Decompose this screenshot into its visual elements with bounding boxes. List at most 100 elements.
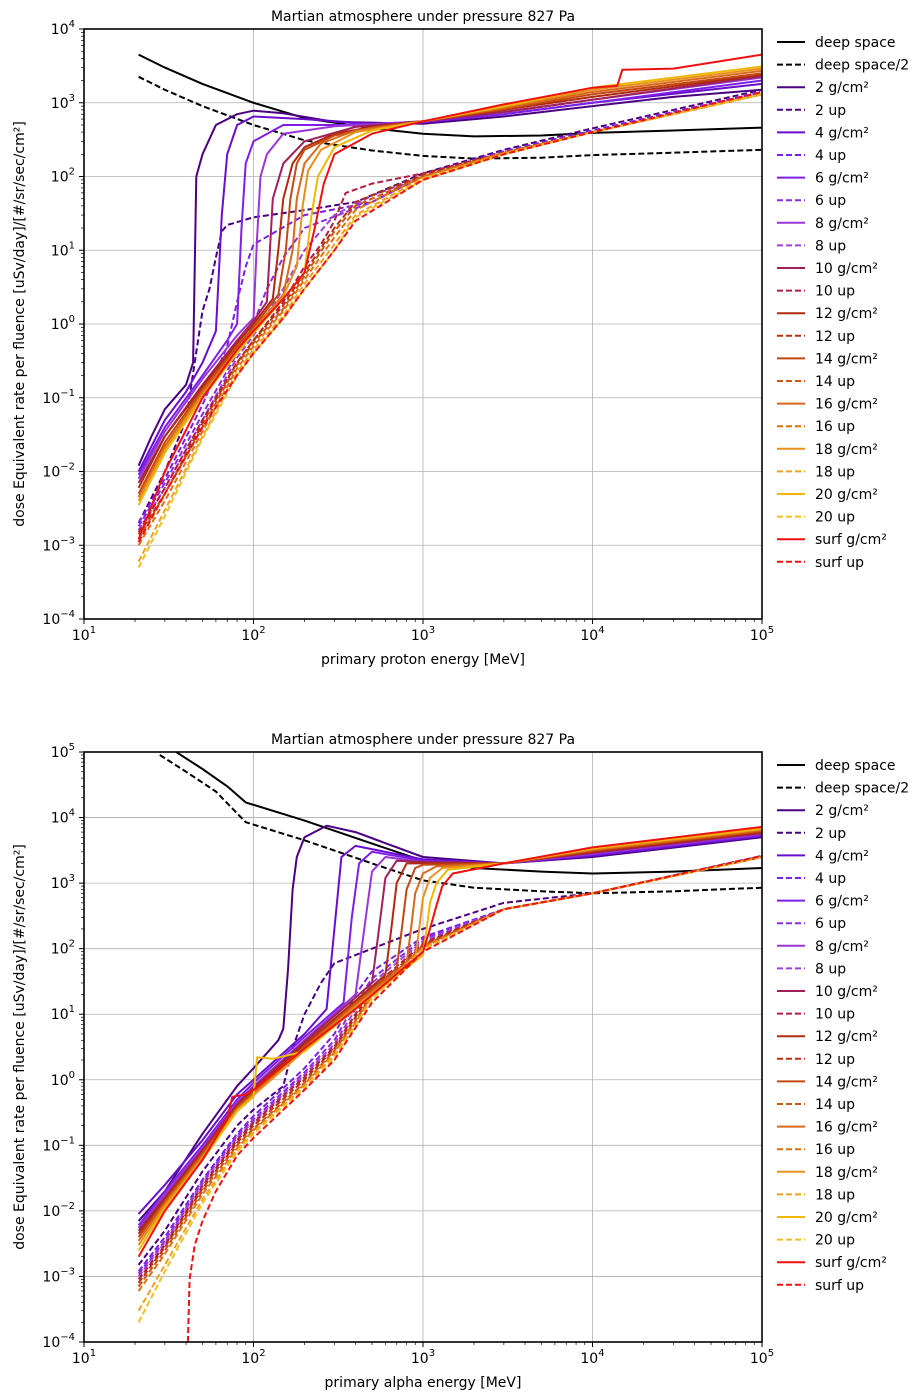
series-line-deep-space (175, 752, 762, 875)
series-line-10-g-cm- (137, 832, 762, 1232)
series-line-surf-up (137, 91, 762, 543)
legend-label: deep space (815, 35, 896, 51)
series-line-2-up (137, 88, 762, 524)
series-line-8-up (137, 856, 762, 1278)
y-tick-label: 10−1 (42, 388, 75, 407)
chart-title: Martian atmosphere under pressure 827 Pa (271, 9, 575, 25)
series-line-4-up (137, 856, 762, 1272)
legend-label: deep space (815, 758, 896, 774)
legend-label: 8 g/cm² (815, 939, 869, 955)
series-line-8-up (137, 93, 762, 531)
series-line-20-up (137, 856, 762, 1323)
series-line-2-g-cm- (137, 88, 762, 467)
legend-label: 20 g/cm² (815, 1210, 878, 1226)
legend-label: 2 g/cm² (815, 80, 869, 96)
series-line-16-up (137, 93, 762, 546)
series-line-4-g-cm- (137, 835, 762, 1215)
legend-label: 20 g/cm² (815, 487, 878, 503)
legend-label: 14 up (815, 1097, 855, 1113)
x-tick-label: 105 (750, 625, 774, 644)
y-tick-label: 10−4 (42, 1332, 75, 1351)
x-tick-label: 102 (241, 1348, 265, 1367)
x-tick-label: 104 (580, 625, 604, 644)
legend-label: 2 g/cm² (815, 803, 869, 819)
series-line-6-up (137, 93, 762, 527)
legend-label: 2 up (815, 826, 846, 842)
series-line-surf-g-cm- (137, 53, 762, 540)
legend: deep space deep space/2 2 g/cm² 2 up 4 g/cm²… (777, 35, 909, 571)
y-axis-label: dose Equivalent rate per fluence [uSv/da… (12, 844, 28, 1250)
legend-label: 12 g/cm² (815, 306, 878, 322)
legend-label: surf g/cm² (815, 532, 887, 548)
series-line-10-up (137, 93, 762, 533)
legend-label: 12 up (815, 1052, 855, 1068)
legend-label: 4 up (815, 148, 846, 164)
series-line-18-g-cm- (137, 67, 762, 502)
x-tick-label: 102 (241, 625, 265, 644)
series-line-14-g-cm- (137, 72, 762, 495)
series-line-deep-space-2 (159, 754, 762, 895)
legend-label: 14 g/cm² (815, 351, 878, 367)
series-line-deep-space-2 (138, 75, 762, 160)
y-tick-label: 10−4 (42, 609, 75, 628)
series-line-14-up (137, 93, 762, 540)
series-line-12-up (137, 93, 762, 536)
series-line-20-up (137, 93, 762, 568)
legend-label: deep space/2 (815, 58, 909, 74)
legend-label: 10 g/cm² (815, 984, 878, 1000)
chart-title: Martian atmosphere under pressure 827 Pa (271, 732, 575, 748)
chart-2: 101 102 103 104 105 10−4 10−3 10−2 10−1 100 101 102… (12, 732, 909, 1391)
x-tick-label: 105 (750, 1348, 774, 1367)
x-tick-label: 101 (72, 625, 96, 644)
y-tick-label: 104 (51, 808, 75, 827)
y-tick-label: 104 (51, 19, 75, 38)
series-line-surf-up (186, 854, 762, 1342)
legend-label: 20 up (815, 1233, 855, 1249)
series-group (137, 752, 762, 1342)
legend-label: 18 up (815, 464, 855, 480)
series-line-deep-space (138, 53, 762, 138)
y-tick-label: 101 (51, 240, 75, 259)
legend-label: deep space/2 (815, 781, 909, 797)
y-tick-label: 10−3 (42, 1266, 75, 1285)
series-line-6-g-cm- (137, 79, 762, 476)
legend-label: 8 g/cm² (815, 216, 869, 232)
legend-label: 8 up (815, 961, 846, 977)
legend-label: 10 up (815, 1007, 855, 1023)
legend-label: 12 g/cm² (815, 1029, 878, 1045)
x-axis-label: primary alpha energy [MeV] (325, 1375, 522, 1391)
series-line-10-g-cm- (137, 75, 762, 484)
series-line-6-g-cm- (137, 834, 762, 1227)
series-line-6-up (137, 856, 762, 1275)
legend-label: 6 up (815, 916, 846, 932)
plot-frame (83, 28, 763, 620)
series-group (137, 53, 762, 568)
legend-label: 4 g/cm² (815, 848, 869, 864)
legend-label: 10 g/cm² (815, 261, 878, 277)
legend-label: surf up (815, 555, 864, 571)
plot-frame (83, 751, 763, 1343)
series-line-2-up (137, 854, 762, 1266)
series-line-4-up (137, 91, 762, 524)
chart-1: 101 102 103 104 105 10−4 10−3 10−2 10−1 100 101 102… (12, 9, 909, 668)
y-tick-label: 103 (51, 93, 75, 112)
legend-label: 20 up (815, 510, 855, 526)
series-line-10-up (137, 856, 762, 1281)
legend-label: 16 g/cm² (815, 397, 878, 413)
x-tick-label: 104 (580, 1348, 604, 1367)
y-tick-label: 10−2 (42, 462, 75, 481)
y-tick-label: 101 (51, 1004, 75, 1023)
x-axis-label: primary proton energy [MeV] (321, 652, 525, 668)
legend-label: 6 g/cm² (815, 171, 869, 187)
legend-label: 16 up (815, 1142, 855, 1158)
legend-label: 12 up (815, 329, 855, 345)
series-line-2-g-cm- (137, 824, 762, 1222)
legend-label: 8 up (815, 238, 846, 254)
y-tick-label: 10−2 (42, 1201, 75, 1220)
y-tick-label: 103 (51, 873, 75, 892)
legend-label: 18 g/cm² (815, 1165, 878, 1181)
legend-label: 18 up (815, 1187, 855, 1203)
y-tick-label: 10−1 (42, 1135, 75, 1154)
series-line-20-g-cm- (137, 65, 762, 506)
